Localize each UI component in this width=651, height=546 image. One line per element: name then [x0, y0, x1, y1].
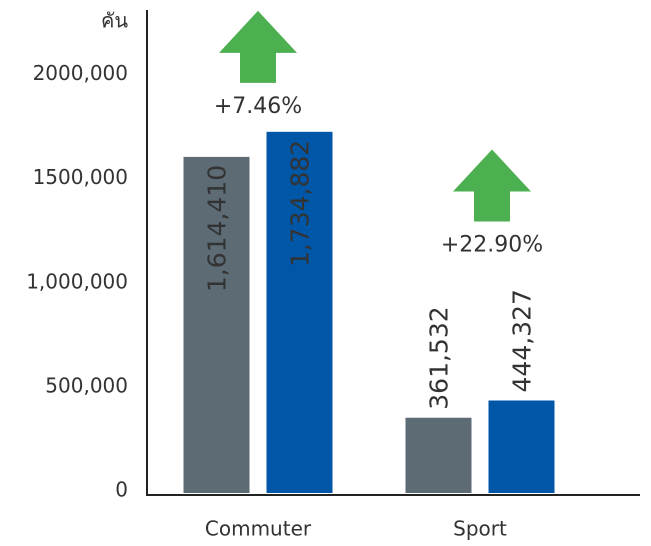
bar	[266, 131, 333, 493]
data-label: 1,614,410	[203, 165, 232, 292]
y-tick-label: 1500,000	[33, 165, 128, 189]
x-tick-label: Commuter	[205, 517, 312, 541]
bar	[183, 156, 250, 493]
y-axis-unit: คัน	[101, 9, 128, 33]
y-tick-label: 2000,000	[33, 61, 128, 85]
data-label: 444,327	[508, 289, 537, 392]
bar	[405, 417, 472, 493]
up-arrow	[219, 10, 297, 83]
data-label: 361,532	[425, 306, 454, 409]
change-label: +22.90%	[441, 232, 543, 257]
data-label: 1,734,882	[286, 140, 315, 267]
bar	[488, 400, 555, 493]
x-tick-label: Sport	[453, 517, 507, 541]
change-label: +7.46%	[214, 94, 302, 119]
y-tick-label: 0	[115, 478, 128, 502]
y-tick-label: 1,000,000	[26, 269, 128, 293]
y-tick-label: 500,000	[45, 373, 128, 397]
up-arrow	[453, 149, 531, 222]
